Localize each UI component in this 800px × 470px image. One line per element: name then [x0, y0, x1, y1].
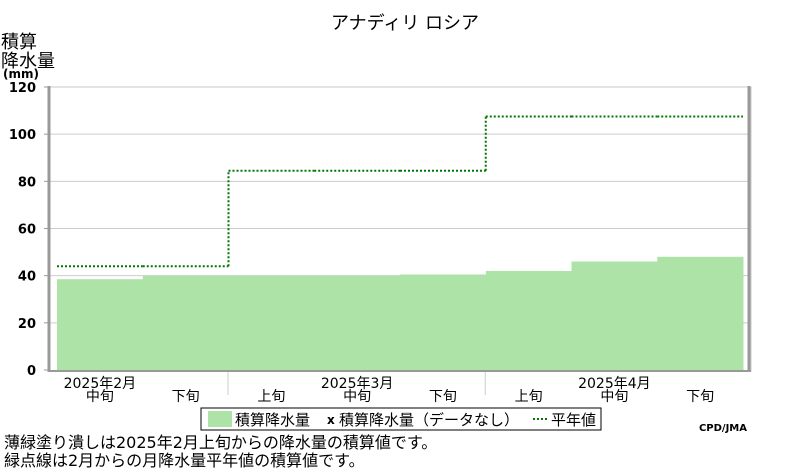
month-label: 2025年4月	[578, 376, 651, 392]
y-tick-label: 0	[27, 364, 36, 379]
y-tick-label: 20	[18, 317, 36, 332]
legend-label-no-data: 積算降水量（データなし）	[339, 411, 519, 429]
period-label: 中旬	[86, 389, 114, 405]
legend-marker-x: x	[327, 413, 335, 427]
legend: 積算降水量 x 積算降水量（データなし） 平年値	[200, 407, 602, 431]
y-tick-label: 40	[18, 270, 36, 285]
y-tick-label: 80	[18, 175, 36, 190]
precipitation-step-3	[228, 275, 315, 370]
y-tick-label: 120	[9, 81, 36, 96]
precipitation-step-1	[57, 279, 144, 370]
normal-value-line	[57, 115, 743, 268]
period-label: 下旬	[172, 389, 200, 405]
precipitation-step-2	[142, 275, 229, 370]
accumulated-precipitation-area	[57, 256, 744, 370]
legend-swatch-area	[208, 411, 232, 427]
legend-label-area: 積算降水量	[235, 411, 310, 429]
x-axis-ticks: 中旬 下旬 上旬 中旬 下旬 上旬 中旬 下旬 2025年2月 2025年3月 2025年4月	[64, 372, 714, 405]
y-axis-label-line-1: 積算	[1, 32, 37, 53]
y-tick-label: 60	[18, 223, 36, 238]
legend-label-normal: 平年値	[551, 411, 596, 429]
y-axis-label-line-2: 降水量	[1, 51, 55, 72]
month-label: 2025年2月	[64, 376, 137, 392]
period-label: 下旬	[429, 389, 457, 405]
precipitation-step-7	[571, 261, 658, 370]
period-label: 上旬	[515, 389, 543, 405]
period-label: 下旬	[686, 389, 714, 405]
precipitation-step-5	[400, 274, 487, 370]
y-axis-ticks: 0 20 40 60 80 100 120	[9, 81, 50, 379]
precipitation-step-8	[657, 256, 744, 370]
month-label: 2025年3月	[321, 376, 394, 392]
note-line-2: 緑点線は2月からの月降水量平年値の積算値です。	[4, 451, 365, 470]
period-label: 上旬	[257, 389, 285, 405]
chart-title: アナディリ ロシア	[331, 13, 479, 34]
period-label: 中旬	[600, 389, 628, 405]
y-axis-unit: (mm)	[3, 67, 39, 81]
precipitation-step-4	[314, 275, 401, 370]
period-label: 中旬	[343, 389, 371, 405]
legend-box	[200, 407, 602, 431]
y-tick-label: 100	[9, 128, 36, 143]
precipitation-step-6	[485, 270, 572, 370]
credit: CPD/JMA	[699, 423, 747, 434]
note-line-1: 薄緑塗り潰しは2025年2月上旬からの降水量の積算値です。	[4, 433, 437, 452]
